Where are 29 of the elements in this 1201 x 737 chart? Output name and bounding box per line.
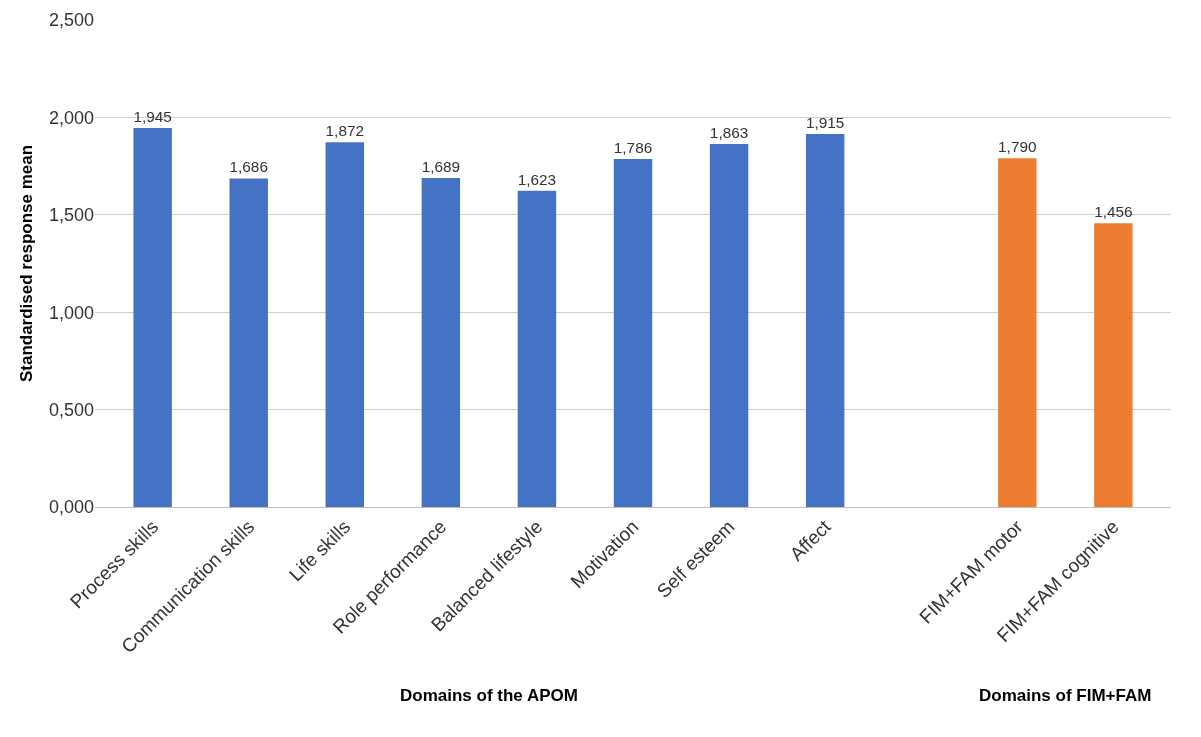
data-label: 1,689: [421, 157, 461, 175]
bar: [421, 177, 461, 507]
bar: [998, 158, 1037, 507]
data-label: 1,863: [709, 123, 749, 141]
bar: [229, 178, 268, 507]
data-label: 1,456: [1094, 203, 1133, 221]
data-label: 1,945: [133, 107, 172, 125]
y-tick-label: 1,000: [48, 302, 94, 323]
y-tick-label: 0,500: [48, 399, 94, 420]
y-tick-label: 2,000: [48, 107, 94, 128]
y-axis-title: Standardised response mean: [16, 144, 36, 383]
data-label: 1,786: [613, 138, 653, 156]
y-tick-label: 2,500: [48, 10, 94, 31]
bar: [613, 159, 653, 507]
data-label: 1,872: [325, 122, 364, 140]
bar: [1094, 223, 1133, 507]
text: Domains of FIM+FAM: [979, 686, 1152, 705]
y-tick-label: 0,000: [48, 497, 94, 518]
bar: [517, 190, 557, 507]
bar: [709, 144, 749, 507]
y-tick-label: 1,500: [48, 205, 94, 226]
bar: [133, 128, 172, 507]
bar: [325, 142, 364, 507]
data-label: 1,915: [805, 113, 845, 131]
text: Domains of the APOM: [400, 686, 578, 705]
data-label: 1,623: [517, 170, 557, 188]
data-label: 1,790: [998, 138, 1037, 156]
bar: [805, 133, 845, 507]
data-label: 1,686: [229, 158, 268, 176]
